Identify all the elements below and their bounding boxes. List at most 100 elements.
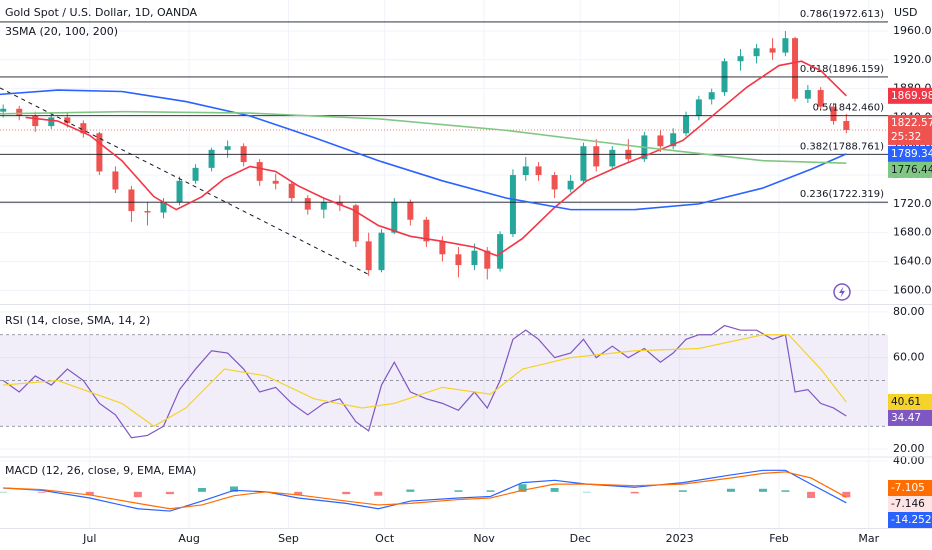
- candle-body: [593, 146, 600, 167]
- candle-body: [439, 241, 446, 255]
- y-tick-label: 80.00: [893, 305, 925, 318]
- histogram-bar: [454, 490, 463, 492]
- histogram-bar: [550, 488, 559, 492]
- candle-body: [843, 121, 850, 130]
- histogram-bar: [842, 491, 851, 498]
- histogram-bar: [678, 490, 687, 492]
- price-tag: [888, 480, 932, 496]
- fib-label: 0.618(1896.159): [800, 64, 884, 75]
- candle-body: [792, 38, 799, 99]
- series-line: [3, 471, 847, 510]
- candle-body: [683, 115, 690, 134]
- alert-bolt[interactable]: [839, 286, 845, 298]
- candle-body: [0, 108, 7, 112]
- y-tick-label: 60.00: [893, 351, 925, 364]
- y-tick-label: 1600.000: [893, 283, 932, 296]
- y-tick-label: 1640.000: [893, 254, 932, 267]
- candle-body: [96, 133, 103, 172]
- histogram-bar: [726, 488, 735, 492]
- histogram-bar: [294, 491, 303, 495]
- indicator-label: 3SMA (20, 100, 200): [5, 25, 118, 38]
- price-tag-label: 40.61: [891, 396, 921, 408]
- price-tag-label: 1776.444: [891, 164, 932, 176]
- plot-layer: 1600.0001640.0001680.0001720.0001760.000…: [0, 0, 932, 528]
- fib-label: 0.786(1972.613): [800, 9, 884, 20]
- candle-body: [304, 198, 311, 210]
- candle-body: [737, 56, 744, 62]
- countdown-label: 25:32: [891, 131, 921, 143]
- y-tick-label: 1720.000: [893, 197, 932, 210]
- candle-body: [567, 180, 574, 190]
- price-tag: [888, 161, 932, 178]
- histogram-bar: [582, 491, 591, 493]
- candle-body: [580, 146, 587, 181]
- candle-body: [378, 232, 385, 271]
- series-line: [25, 60, 847, 257]
- candle-body: [64, 117, 71, 124]
- price-tag-label: -7.146: [891, 498, 925, 510]
- trend-line: [0, 87, 369, 275]
- price-tag: [888, 409, 932, 426]
- histogram-bar: [342, 491, 351, 495]
- candle-body: [782, 38, 789, 53]
- currency-label: USD: [894, 6, 918, 19]
- macd-title: MACD (12, 26, close, 9, EMA, EMA): [5, 464, 196, 477]
- fib-label: 0.5(1842.460): [813, 103, 885, 114]
- candle-body: [522, 166, 529, 176]
- alert-icon[interactable]: [833, 283, 851, 301]
- price-tag-label: 1822.575: [891, 117, 932, 129]
- candle-body: [804, 90, 811, 99]
- candle-body: [48, 117, 55, 127]
- candle-body: [320, 202, 327, 210]
- y-tick-label: 1960.000: [893, 24, 932, 37]
- histogram-bar: [758, 488, 767, 492]
- histogram-bar: [197, 488, 206, 492]
- y-tick-label: 1920.000: [893, 53, 932, 66]
- candle-body: [32, 115, 39, 127]
- histogram-bar: [133, 491, 142, 498]
- series-line: [0, 110, 847, 165]
- alert-circle[interactable]: [833, 283, 851, 301]
- histogram-bar: [781, 490, 790, 492]
- y-tick-label: 20.00: [893, 442, 925, 455]
- candle-body: [256, 162, 263, 181]
- candle-body: [224, 146, 231, 150]
- candle-body: [16, 108, 23, 116]
- rsi-title: RSI (14, close, SMA, 14, 2): [5, 314, 150, 327]
- candle-body: [112, 171, 119, 190]
- chart-title: Gold Spot / U.S. Dollar, 1D, OANDA: [5, 6, 198, 19]
- candle-body: [352, 205, 359, 242]
- histogram-bar: [37, 491, 46, 493]
- candle-body: [708, 92, 715, 100]
- y-tick-label: 1680.000: [893, 226, 932, 239]
- x-tick-label: 2023: [666, 532, 694, 545]
- price-tag-label: 34.47: [891, 412, 921, 424]
- histogram-bar: [630, 491, 639, 494]
- histogram-bar: [807, 491, 816, 498]
- price-tag-label: 1869.988: [891, 90, 932, 102]
- x-tick-label: Dec: [570, 532, 591, 545]
- candle-body: [509, 175, 516, 235]
- histogram-bar: [0, 491, 8, 493]
- price-tag-label: -7.105: [891, 482, 925, 494]
- candle-body: [208, 149, 215, 168]
- price-tag: [888, 145, 932, 162]
- series-line: [3, 334, 847, 427]
- candle-body: [160, 202, 167, 213]
- x-tick-label: Mar: [858, 532, 879, 545]
- candle-body: [535, 166, 542, 176]
- fib-label: 0.382(1788.761): [800, 141, 884, 152]
- candle-body: [407, 202, 414, 220]
- candle-body: [817, 90, 824, 107]
- candle-body: [144, 211, 151, 213]
- candle-body: [484, 250, 491, 269]
- candle-body: [391, 202, 398, 233]
- x-tick-label: Sep: [278, 532, 299, 545]
- candle-body: [272, 180, 279, 184]
- candle-body: [670, 133, 677, 147]
- x-tick-label: Nov: [473, 532, 495, 545]
- price-tag: [888, 114, 932, 145]
- candle-body: [769, 48, 776, 53]
